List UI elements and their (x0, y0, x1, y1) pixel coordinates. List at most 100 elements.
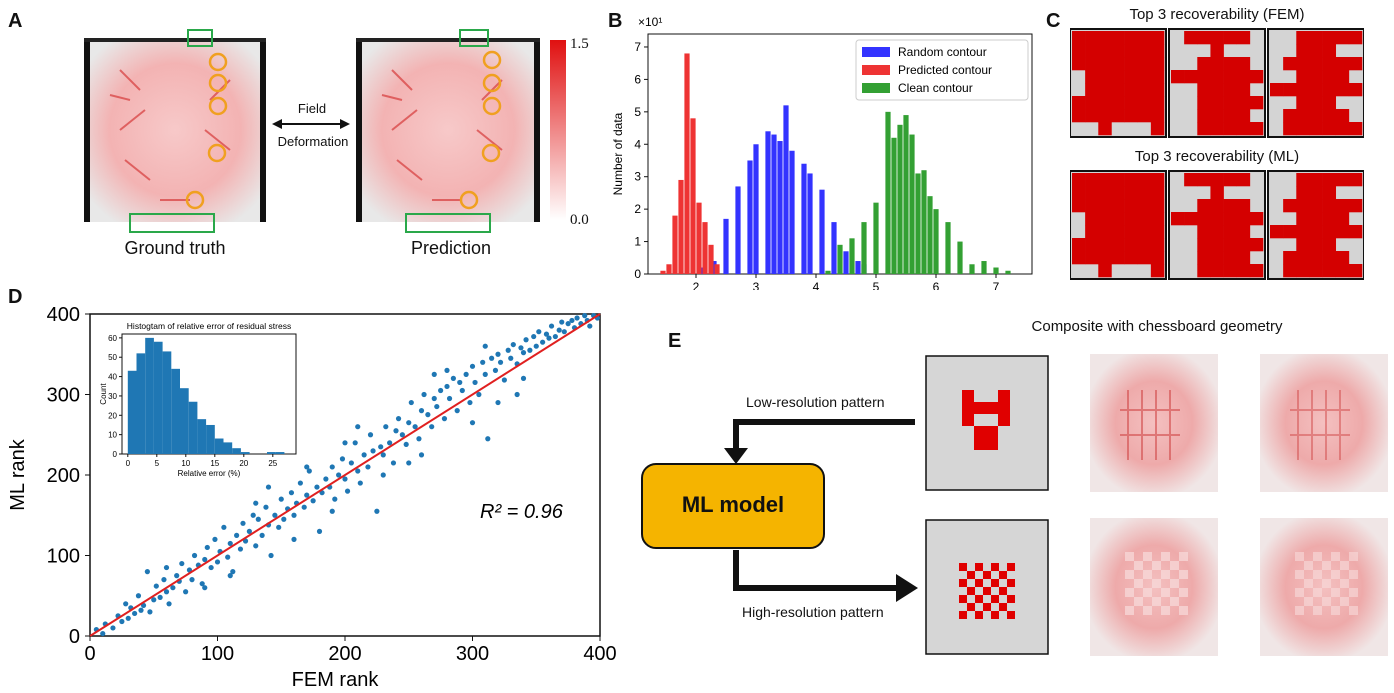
ml-grid-cell (1098, 186, 1112, 200)
fem-grid-cell (1124, 44, 1139, 58)
fem-grid-cell (1072, 96, 1086, 110)
scatter-point-161 (406, 460, 412, 466)
bar-1-9 (714, 264, 720, 274)
panel-label-e: E (668, 330, 682, 352)
x-tick-label: 100 (201, 643, 234, 665)
fem-grid-cell (1197, 31, 1211, 45)
field-checker-cell (1143, 570, 1152, 579)
x-tick-label: 400 (583, 643, 616, 665)
checker-cell (975, 579, 983, 587)
fem-grid-cell (1111, 57, 1125, 71)
scatter-point-133 (527, 347, 533, 353)
inset-y-tick-label: 30 (108, 392, 117, 401)
ml-grid-cell (1296, 186, 1310, 200)
scatter-point-88 (383, 424, 389, 430)
scatter-point-28 (191, 552, 198, 559)
scatter-point-67 (316, 528, 323, 534)
fem-grid-cell (1111, 96, 1125, 110)
scatter-point-5 (119, 618, 125, 625)
scatter-point-108 (446, 395, 453, 402)
fem-grid-cell (1296, 31, 1310, 45)
scatter-point-112 (459, 387, 465, 394)
scatter-point-71 (329, 464, 335, 470)
fem-grid-cell (1098, 70, 1112, 84)
colorbar-max-label: 1.5 (570, 36, 589, 52)
fem-grid-cell (1197, 122, 1211, 136)
panel-label-a: A (8, 10, 23, 32)
fem-grid-cell (1098, 83, 1112, 97)
fem-grid-cell (1150, 96, 1165, 110)
ml-grid-cell (1150, 264, 1165, 278)
ml-grid-cell (1137, 199, 1152, 213)
prediction-caption: Prediction (410, 238, 492, 258)
checker-cell (975, 563, 983, 571)
ml-grid-cell (1236, 238, 1251, 252)
ml-grid-cell (1111, 238, 1125, 252)
ml-grid-cell (1072, 199, 1086, 213)
field-checker-cell (1340, 597, 1349, 606)
field-checker-cell (1295, 588, 1304, 597)
scatter-point-66 (314, 484, 320, 490)
ml-grid-cell (1197, 199, 1211, 213)
scatter-point-43 (240, 520, 246, 526)
field-checker-cell (1349, 552, 1358, 561)
scatter-point-37 (221, 524, 227, 530)
ml-grid-cell (1137, 238, 1152, 252)
scatter-point-48 (255, 516, 261, 522)
bar-0-0 (699, 267, 705, 274)
bar-0-5 (753, 144, 759, 274)
fem-grid-cell (1171, 70, 1185, 84)
inset-bar-6 (180, 388, 189, 454)
fem-grid-cell (1137, 70, 1152, 84)
inset-x-tick-label: 0 (126, 459, 131, 468)
scatter-point-47 (253, 543, 259, 549)
bar-0-1 (711, 261, 717, 274)
scatter-point-58 (288, 490, 295, 496)
scatter-point-142 (556, 327, 562, 333)
low-res-label: Low-resolution pattern (746, 394, 885, 410)
inset-y-tick-label: 60 (108, 334, 117, 343)
y-tick-label: 4 (634, 137, 641, 151)
scatter-point-170 (380, 472, 386, 478)
scatter-point-156 (202, 585, 208, 591)
inset-bar-2 (145, 337, 154, 454)
checker-cell (1007, 579, 1015, 587)
field-checker-cell (1331, 570, 1340, 579)
bar-0-13 (819, 189, 825, 274)
ml-grid-cell (1210, 264, 1224, 278)
bar-2-17 (981, 261, 987, 274)
scatter-point-11 (138, 607, 144, 613)
scatter-point-118 (480, 359, 486, 365)
scatter-point-79 (355, 468, 361, 474)
scatter-point-82 (365, 464, 371, 470)
scatter-point-34 (212, 536, 218, 542)
fem-grid-cell (1322, 96, 1337, 110)
fem-grid-cell (1111, 109, 1125, 123)
scatter-point-30 (199, 581, 205, 587)
low-res-arrow-icon (724, 419, 915, 464)
scatter-point-74 (339, 456, 346, 462)
y-tick-label: 300 (47, 385, 80, 407)
y-tick-label: 3 (634, 170, 641, 184)
scatter-point-14 (147, 609, 153, 615)
scatter-point-132 (523, 337, 529, 343)
x-tick-label: 7 (993, 280, 1000, 290)
high-res-pattern-tile (925, 519, 1049, 655)
scatter-point-102 (429, 424, 435, 430)
bar-0-14 (831, 222, 837, 274)
bar-2-13 (933, 209, 939, 274)
scatter-point-99 (418, 408, 425, 414)
inset-x-axis-label: Relative error (%) (178, 469, 241, 478)
fem-grid-cell (1283, 122, 1297, 136)
high-res-label: High-resolution pattern (742, 604, 884, 620)
scatter-point-13 (144, 569, 150, 575)
inset-title: Histogtam of relative error of residual … (127, 321, 291, 331)
ml-grid-cell (1098, 212, 1112, 226)
scatter-point-155 (163, 564, 170, 571)
fem-grid-cell (1322, 31, 1337, 45)
bar-1-2 (672, 215, 678, 274)
bar-2-12 (927, 196, 933, 274)
x-tick-label: 5 (873, 280, 880, 290)
ml-grid-cell (1111, 173, 1125, 187)
scatter-point-115 (469, 363, 476, 369)
